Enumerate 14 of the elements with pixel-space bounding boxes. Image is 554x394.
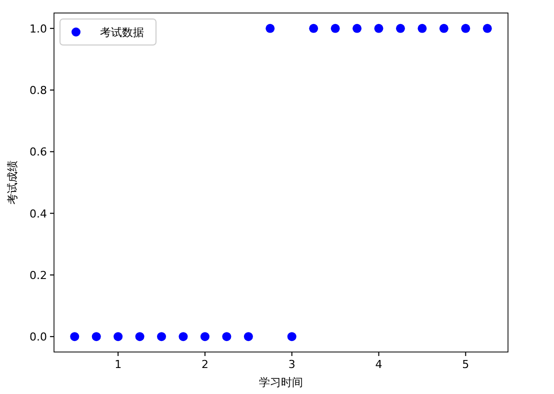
y-tick-label: 1.0 [30, 22, 47, 36]
x-tick-label: 4 [375, 358, 382, 371]
x-tick-label: 3 [288, 358, 296, 371]
y-tick-label: 0.6 [30, 146, 47, 159]
x-tick-label: 1 [114, 358, 122, 371]
y-tick-label: 0.2 [30, 268, 47, 282]
x-tick-label: 5 [462, 358, 470, 371]
y-tick-label: 0.4 [30, 207, 47, 220]
x-tick-label: 2 [201, 358, 208, 371]
y-tick-label: 0.0 [30, 330, 47, 344]
y-axis-title: 考试成绩 [6, 160, 19, 204]
x-axis-title: 学习时间 [259, 376, 303, 389]
y-tick-label: 0.8 [30, 84, 47, 98]
legend-label: 考试数据 [100, 26, 144, 39]
